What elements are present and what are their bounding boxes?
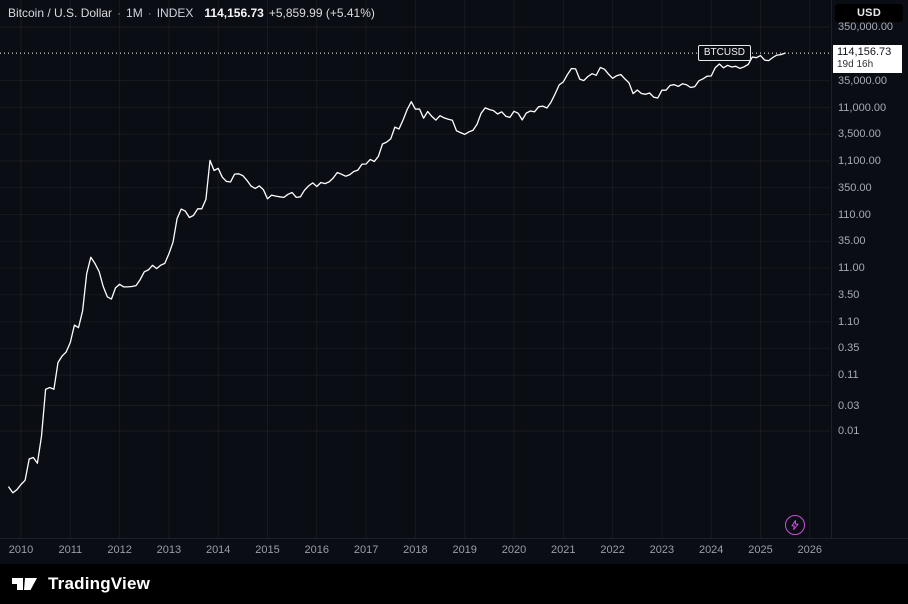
boost-button[interactable] — [785, 515, 805, 535]
chart-canvas[interactable]: Bitcoin / U.S. Dollar · 1M · INDEX 114,1… — [0, 0, 830, 538]
time-axis-label: 2010 — [8, 544, 34, 556]
price-axis-label: 0.03 — [838, 399, 860, 412]
legend-separator: · — [117, 6, 122, 20]
price-axis-label: 3.50 — [838, 288, 860, 301]
time-axis-label: 2020 — [501, 544, 527, 556]
time-axis-label: 2012 — [107, 544, 132, 556]
data-source-label: INDEX — [156, 6, 194, 20]
symbol-title[interactable]: Bitcoin / U.S. Dollar — [8, 6, 113, 20]
time-axis[interactable]: 2010 2011 2012 2013 2014 2015 2016 2017 2018 2019… — [0, 538, 908, 564]
lightning-icon — [791, 519, 799, 531]
last-price-axis-label: 114,156.73 19d 16h — [833, 44, 902, 73]
time-axis-label: 2019 — [452, 544, 477, 556]
price-axis-label: 0.35 — [838, 342, 860, 355]
bottom-logo-bar: TradingView — [0, 564, 908, 604]
currency-usd-button[interactable]: USD — [835, 4, 903, 22]
tradingview-logo-icon[interactable] — [10, 574, 40, 594]
last-price-value: 114,156.73 — [837, 45, 892, 58]
time-axis-label: 2013 — [156, 544, 182, 556]
price-axis-label: 350,000.00 — [838, 21, 894, 33]
legend-separator: · — [147, 6, 152, 20]
price-axis-label: 11,000.00 — [838, 101, 887, 114]
price-axis-label: 1.10 — [838, 315, 860, 328]
price-line-symbol-tag: BTCUSD — [697, 44, 751, 61]
price-axis-label: 35,000.00 — [838, 74, 887, 87]
time-axis-label: 2022 — [600, 544, 625, 556]
tradingview-logo-text[interactable]: TradingView — [48, 574, 151, 593]
price-axis-label: 0.11 — [838, 369, 859, 382]
time-axis-label: 2017 — [353, 544, 379, 556]
price-axis-label: 3,500.00 — [838, 128, 881, 141]
legend-price-change: +5,859.99 (+5.41%) — [268, 6, 375, 20]
interval-label[interactable]: 1M — [126, 6, 143, 20]
time-axis-label: 2014 — [205, 544, 231, 556]
price-axis-label: 35.00 — [838, 235, 866, 248]
time-axis-label: 2016 — [304, 544, 330, 556]
price-axis-label: 110.00 — [838, 208, 871, 221]
price-axis[interactable]: USD 114,156.73 19d 16h 350,000.00 35,000.… — [831, 0, 908, 538]
time-axis-label: 2026 — [797, 544, 823, 556]
legend-last-price: 114,156.73 — [204, 6, 264, 20]
time-axis-label: 2011 — [58, 544, 83, 556]
price-axis-label: 0.01 — [838, 425, 860, 437]
price-axis-label: 1,100.00 — [838, 155, 881, 167]
time-axis-label: 2015 — [255, 544, 280, 556]
bar-close-countdown: 19d 16h — [837, 58, 874, 70]
price-axis-label: 350.00 — [838, 181, 872, 194]
time-axis-label: 2024 — [698, 544, 724, 556]
time-axis-label: 2025 — [748, 544, 773, 556]
time-axis-label: 2018 — [403, 544, 428, 556]
time-axis-label: 2023 — [649, 544, 675, 556]
price-axis-label: 11.00 — [838, 262, 865, 275]
time-axis-label: 2021 — [551, 544, 576, 556]
symbol-legend: Bitcoin / U.S. Dollar · 1M · INDEX 114,1… — [8, 6, 375, 20]
price-line-chart — [0, 0, 830, 538]
